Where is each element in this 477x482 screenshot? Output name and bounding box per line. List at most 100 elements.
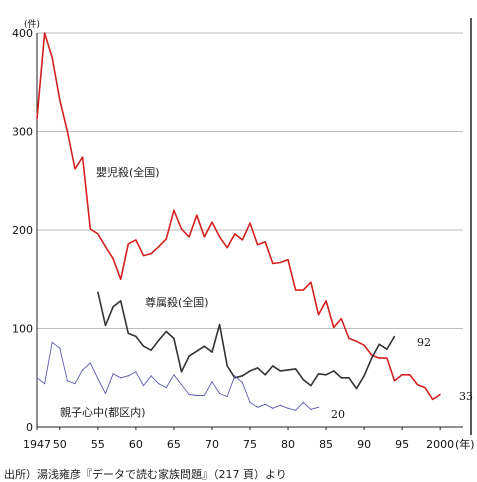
data-point [142,345,145,347]
data-point [112,257,114,260]
data-point [112,373,114,375]
x-tick-label: 95 [395,438,409,451]
x-tick-label: 65 [167,438,181,451]
data-point [371,354,373,356]
data-point [279,370,282,372]
data-point [196,214,198,216]
data-point [97,233,99,235]
data-point [348,377,350,379]
data-point [386,357,388,359]
data-point [257,244,259,246]
data-point [295,289,297,291]
data-point [120,377,122,379]
end-value-family-suicide: 20 [331,408,345,421]
series-line-2 [36,341,319,411]
data-point [173,337,175,339]
data-point [112,306,114,308]
data-point [287,369,289,371]
x-tick-label: 1947 [23,438,51,451]
data-point [135,239,137,241]
data-point [36,118,38,120]
gridlines [37,32,463,428]
x-tick-label: 80 [281,438,295,451]
data-point [241,239,243,241]
data-point [287,258,289,261]
data-point [279,404,282,406]
data-point [120,278,122,280]
x-axis-unit-label: (年) [455,437,475,451]
data-point [211,221,213,223]
data-point [127,243,129,245]
data-point [82,369,84,371]
y-tick-label: 100 [12,323,33,336]
data-point [188,355,190,357]
data-point [378,357,380,359]
data-point [104,324,107,327]
data-point [211,351,213,353]
data-point [393,380,396,382]
data-point [257,367,259,369]
data-point [287,407,289,409]
data-point [226,395,228,398]
data-point [257,406,259,408]
data-point [409,374,411,376]
series-line-1 [97,291,396,390]
data-point [371,357,373,359]
data-point [226,365,228,367]
data-point [127,375,129,377]
data-point [363,375,365,377]
data-point [325,300,327,302]
data-point [226,247,228,249]
data-point [203,394,205,397]
data-point [264,241,266,243]
data-point [97,378,99,380]
data-point [180,384,183,386]
axes: (件) (年) 0 100 200 300 400 1947 50 55 60 65 70 75 80 8… [12,18,475,451]
data-point [393,335,396,337]
data-point [188,393,190,396]
data-point [158,383,160,385]
data-point [97,291,99,293]
data-point [74,383,76,385]
data-point [424,387,426,389]
source-note: 出所）湯浅雍彦『データで読む家族問題』（217 頁）より [4,468,287,481]
data-point [104,392,107,395]
data-point [180,371,183,373]
y-tick-label: 0 [26,421,33,434]
data-point [36,377,38,379]
x-tick-label: 90 [357,438,371,451]
data-point [127,332,129,335]
data-point [150,375,152,377]
data-point [302,379,304,381]
series-labels: 嬰児殺(全国) 尊属殺(全国) 親子心中(都区内) 33 92 20 [60,165,473,421]
data-point [310,281,312,283]
data-point [340,318,342,320]
data-point [340,377,342,379]
data-point [196,350,198,352]
data-point [310,408,312,410]
data-point [378,343,380,345]
x-tick-label: 60 [129,438,143,451]
data-point [89,362,91,364]
data-point [44,383,46,385]
y-axis-unit-label: (件) [24,18,40,30]
data-point [333,326,335,329]
series-label-infanticide: 嬰児殺(全国) [96,165,160,179]
x-tick-label: 75 [243,438,257,451]
data-point [279,261,282,264]
series-label-parricide: 尊属殺(全国) [145,295,209,309]
data-point [142,385,145,387]
data-point [211,381,213,383]
y-tick-label: 400 [12,27,33,40]
series-lines [36,32,441,411]
data-point [348,337,350,339]
end-value-parricide: 92 [417,336,431,349]
data-point [234,375,236,377]
data-point [188,236,190,238]
data-point [355,340,358,342]
data-point [333,370,335,372]
data-point [135,335,137,337]
y-tick-label: 300 [12,126,33,139]
data-point [249,401,251,403]
data-point [150,253,152,255]
